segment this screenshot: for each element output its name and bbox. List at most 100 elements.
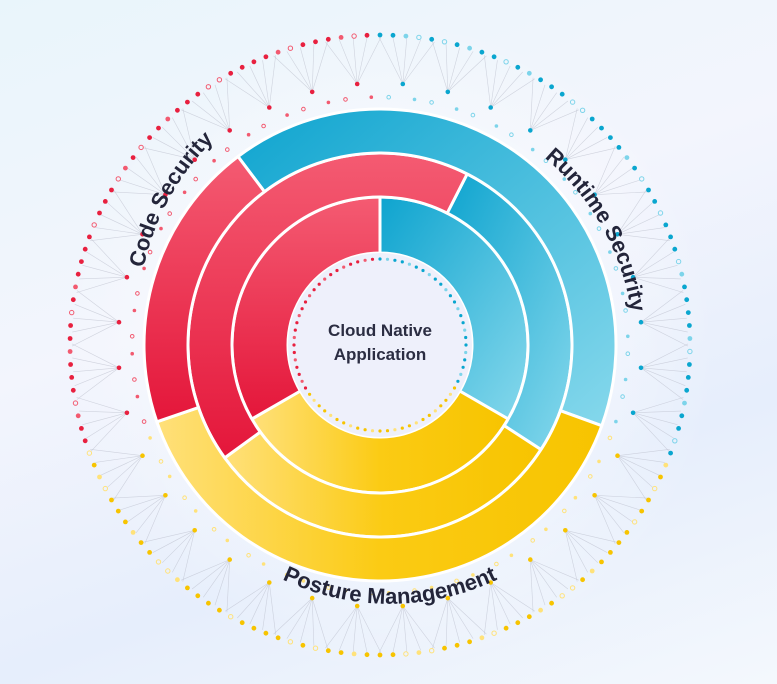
outer-dot — [206, 600, 211, 606]
branch-line — [95, 455, 143, 463]
branch-line — [214, 84, 230, 131]
branch-line — [300, 598, 313, 643]
branch-line — [530, 559, 546, 606]
branch-line — [127, 168, 166, 195]
inner-dot — [448, 392, 452, 396]
middle-dot — [544, 527, 548, 532]
branch-line — [119, 179, 166, 195]
branch-line — [82, 265, 127, 278]
middle-dot — [614, 419, 618, 424]
inner-dot — [385, 257, 390, 261]
outer-dot — [682, 284, 687, 290]
branch-line — [447, 597, 487, 635]
middle-dot — [369, 590, 374, 596]
outer-dot — [441, 39, 448, 45]
outer-dot — [109, 187, 114, 193]
middle-dot — [227, 557, 232, 562]
middle-dot — [140, 453, 145, 459]
outer-dot — [72, 400, 79, 406]
outer-dot — [67, 336, 73, 341]
branch-line — [490, 65, 511, 108]
middle-dot — [326, 100, 331, 105]
outer-dot-ring — [67, 32, 693, 658]
inner-dot — [329, 413, 333, 417]
branch-line — [73, 367, 120, 373]
outer-dot — [632, 165, 637, 171]
middle-dot — [445, 89, 451, 95]
outer-dot — [102, 199, 108, 204]
branch-line — [594, 495, 616, 544]
branch-line — [432, 41, 449, 92]
outer-dot — [657, 210, 664, 216]
outer-dot — [416, 34, 422, 41]
branch-line — [249, 65, 270, 108]
outer-dot — [429, 36, 435, 42]
branch-line — [74, 367, 120, 386]
branch-line — [447, 597, 474, 639]
middle-dot — [528, 557, 533, 562]
middle-dot — [562, 177, 567, 181]
outer-dot — [608, 135, 613, 141]
outer-dot — [175, 577, 180, 583]
middle-dot — [615, 232, 620, 237]
inner-dot — [456, 307, 460, 311]
branch-line — [617, 455, 654, 488]
branch-line — [490, 60, 498, 108]
branch-line — [594, 495, 625, 534]
branch-line — [565, 147, 617, 160]
middle-dot — [116, 365, 122, 371]
middle-dot — [227, 128, 232, 133]
outer-dot — [147, 550, 153, 555]
inner-dot — [400, 260, 404, 264]
outer-dot — [86, 450, 93, 456]
outer-dot — [599, 559, 604, 565]
outer-dot — [69, 375, 75, 380]
branch-line — [484, 55, 491, 108]
inner-dot — [295, 321, 299, 325]
middle-dot — [597, 459, 601, 464]
inner-dot — [464, 350, 468, 355]
ring-3-posture-segment — [154, 405, 604, 583]
center-disc — [288, 253, 472, 437]
branch-line — [640, 343, 689, 369]
branch-line — [113, 455, 143, 501]
middle-dot — [592, 493, 597, 498]
outer-dot — [130, 155, 136, 161]
inner-dot — [370, 257, 375, 261]
middle-dot — [630, 410, 636, 416]
branch-line — [640, 367, 686, 386]
branch-line — [445, 44, 449, 92]
outer-dot — [338, 35, 344, 40]
outer-dot — [216, 77, 223, 83]
outer-dot — [109, 497, 114, 503]
outer-dot — [377, 32, 383, 38]
branch-line — [632, 238, 670, 278]
branch-line — [617, 455, 660, 476]
middle-dot — [620, 291, 625, 296]
outer-dot — [185, 585, 190, 591]
outer-dot — [97, 210, 102, 216]
outer-dot — [75, 271, 81, 277]
branch-line — [594, 495, 641, 511]
inner-dot — [464, 335, 468, 340]
branch-line — [144, 495, 166, 544]
outer-dot — [538, 77, 543, 83]
branch-line — [143, 530, 195, 543]
branch-line — [152, 530, 195, 553]
branch-line — [286, 597, 313, 639]
branch-line — [445, 598, 449, 646]
inner-dot — [363, 258, 367, 262]
branch-line — [90, 412, 128, 452]
middle-dot — [454, 578, 459, 584]
middle-dot — [354, 81, 360, 87]
outer-dot — [599, 125, 604, 131]
branch-line — [352, 605, 358, 652]
middle-dot — [562, 508, 567, 514]
branch-line — [273, 597, 313, 635]
middle-dot — [212, 158, 216, 163]
branch-line — [402, 605, 408, 652]
branch-line — [82, 412, 127, 425]
outer-dot — [569, 585, 576, 591]
outer-dot — [115, 508, 121, 514]
inner-dot — [342, 265, 346, 269]
